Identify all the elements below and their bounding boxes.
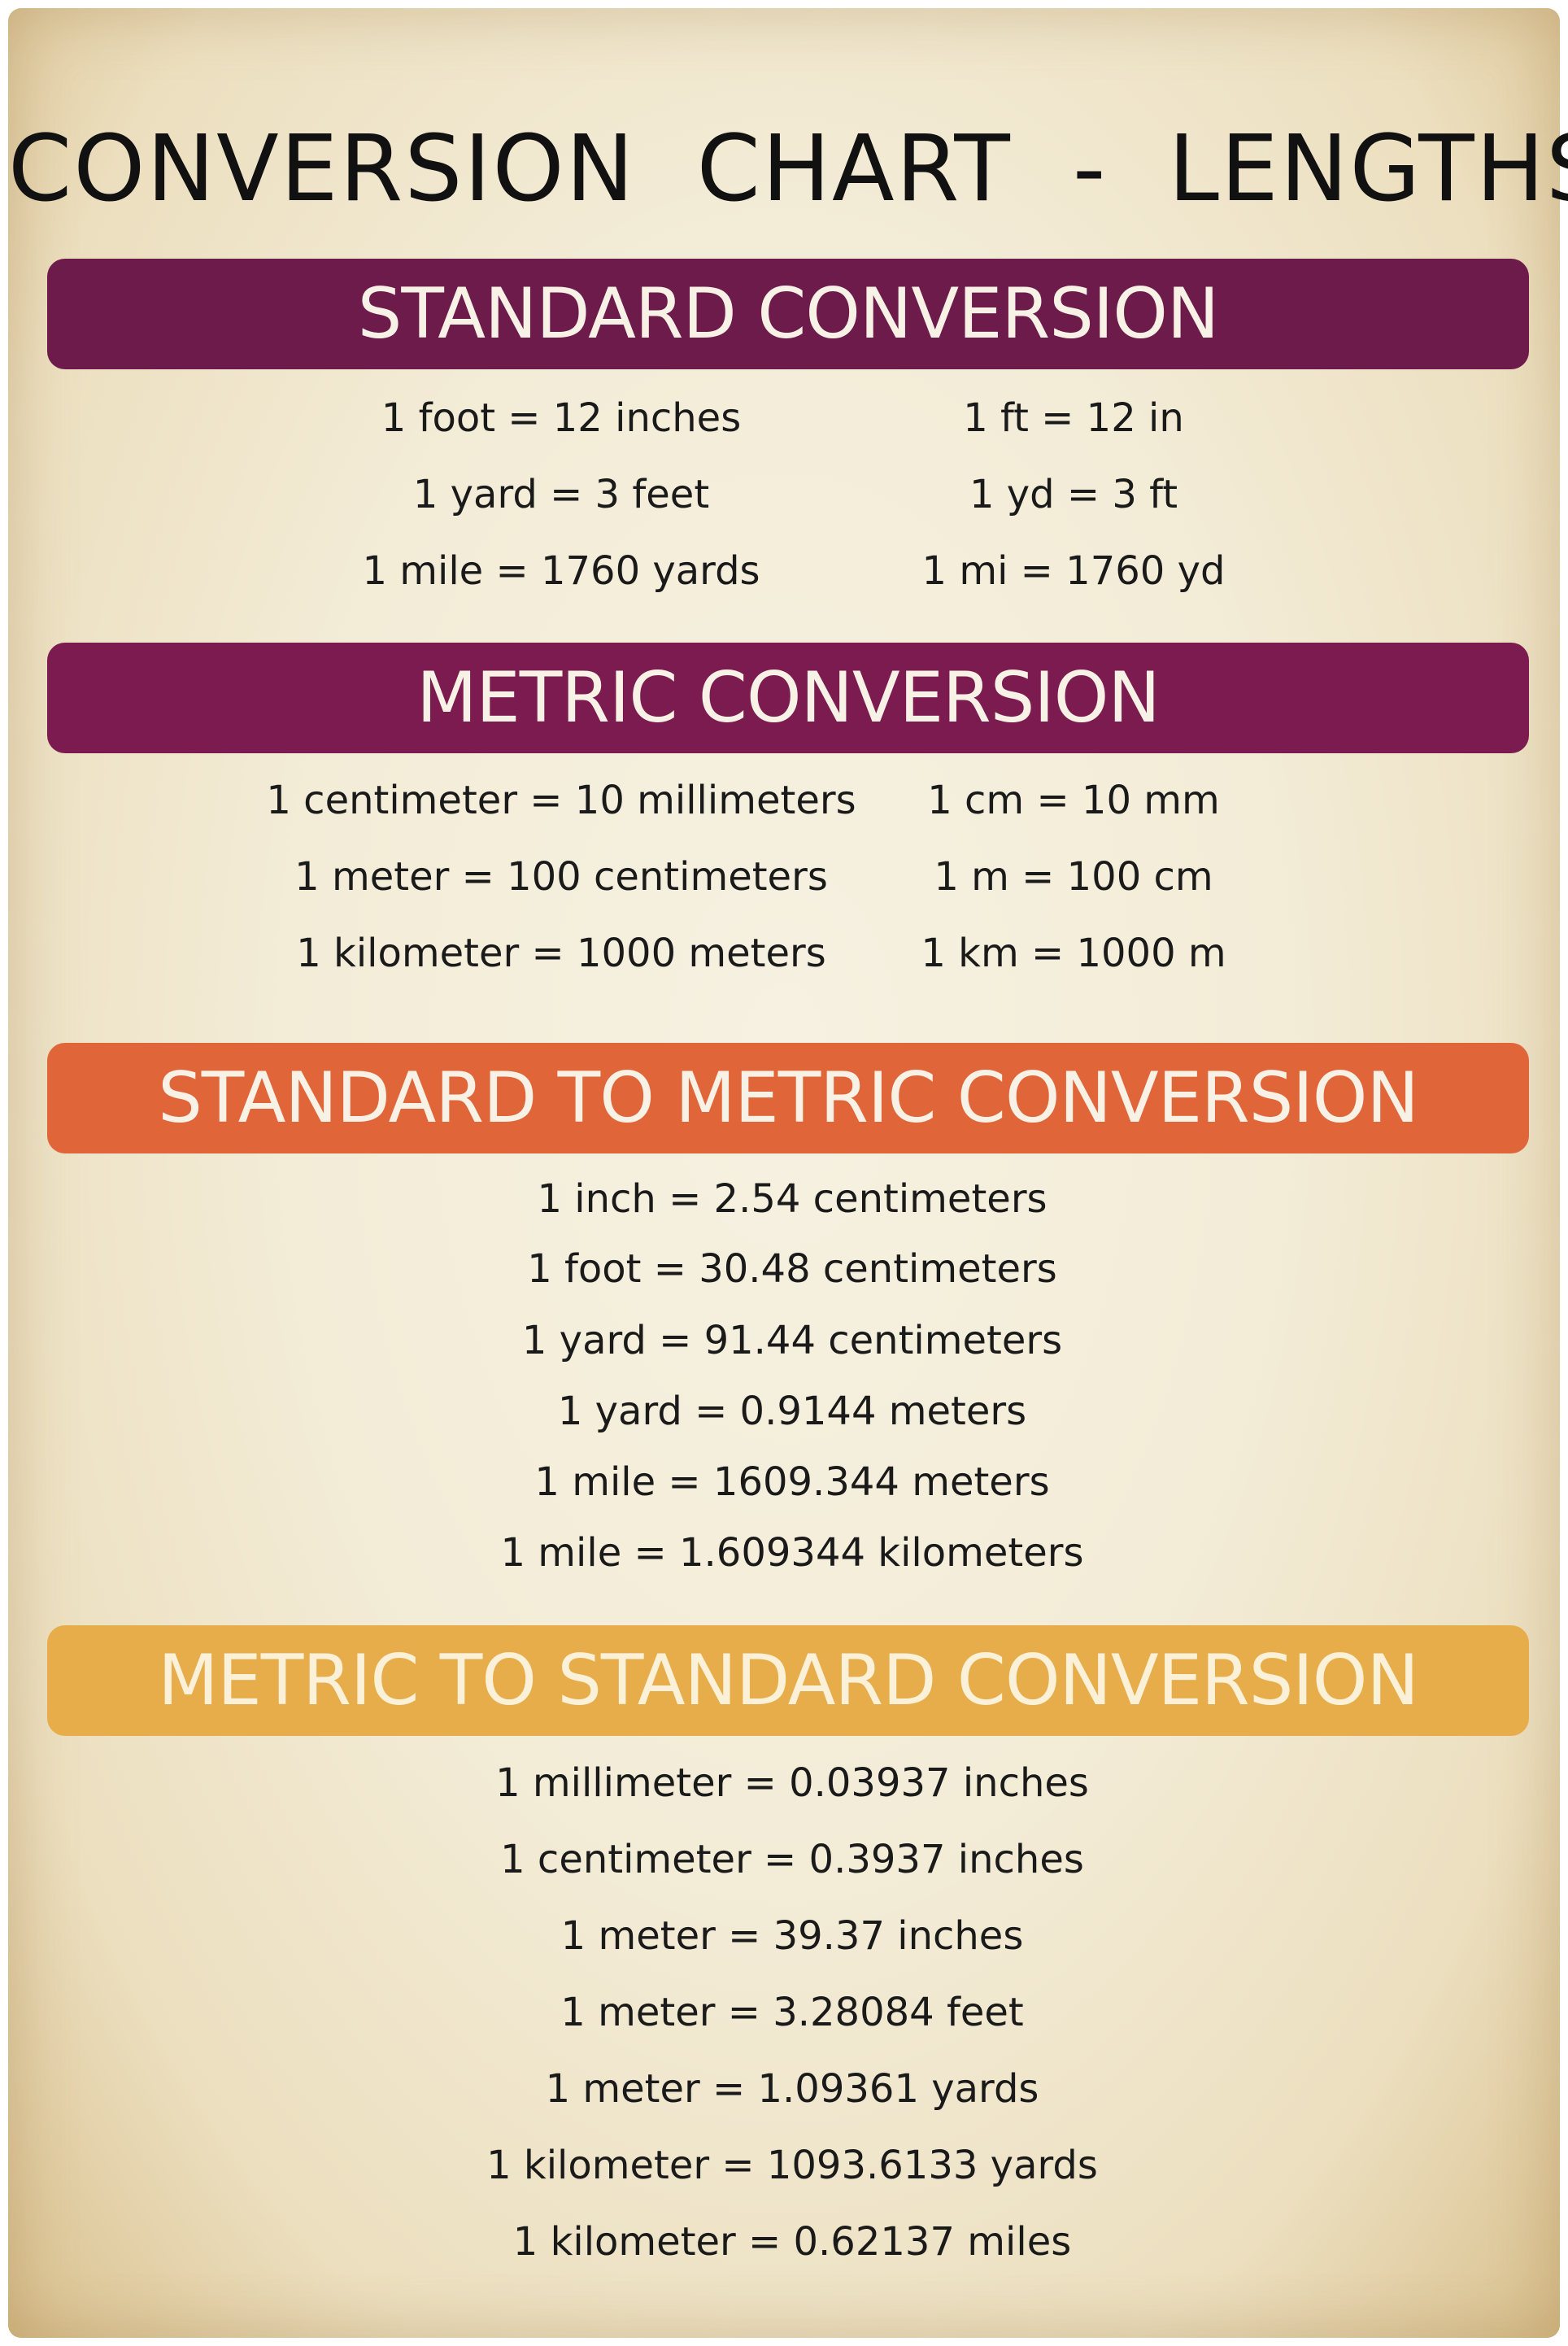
- metric-row-long: 1 meter = 100 centimeters: [294, 854, 828, 900]
- standard-to-metric-row: 1 mile = 1.609344 kilometers: [500, 1530, 1084, 1576]
- standard-row-short: 1 ft = 12 in: [963, 395, 1184, 441]
- standard-row-short: 1 yd = 3 ft: [969, 472, 1178, 517]
- metric-to-standard-row: 1 centimeter = 0.3937 inches: [500, 1837, 1084, 1882]
- metric-conversion-heading: METRIC CONVERSION: [47, 643, 1529, 753]
- standard-to-metric-row: 1 yard = 0.9144 meters: [557, 1389, 1027, 1434]
- metric-to-standard-row: 1 meter = 39.37 inches: [560, 1913, 1024, 1959]
- metric-to-standard-row: 1 kilometer = 1093.6133 yards: [486, 2143, 1098, 2188]
- metric-row-short: 1 m = 100 cm: [934, 854, 1213, 900]
- standard-to-metric-row: 1 foot = 30.48 centimeters: [527, 1246, 1057, 1292]
- conversion-chart-poster: CONVERSION CHART - LENGTHS STANDARD CONV…: [8, 8, 1568, 2338]
- standard-conversion-heading: STANDARD CONVERSION: [47, 259, 1529, 369]
- standard-to-metric-heading: STANDARD TO METRIC CONVERSION: [47, 1043, 1529, 1153]
- metric-row-short: 1 cm = 10 mm: [927, 778, 1220, 823]
- metric-to-standard-row: 1 millimeter = 0.03937 inches: [495, 1760, 1089, 1806]
- standard-to-metric-row: 1 mile = 1609.344 meters: [534, 1459, 1050, 1505]
- standard-row-long: 1 mile = 1760 yards: [362, 548, 760, 594]
- standard-row-long: 1 foot = 12 inches: [381, 395, 742, 441]
- metric-to-standard-row: 1 kilometer = 0.62137 miles: [512, 2219, 1072, 2265]
- standard-to-metric-row: 1 yard = 91.44 centimeters: [521, 1318, 1063, 1363]
- metric-to-standard-row: 1 meter = 3.28084 feet: [560, 1990, 1024, 2035]
- standard-to-metric-row: 1 inch = 2.54 centimeters: [537, 1176, 1048, 1222]
- standard-row-long: 1 yard = 3 feet: [412, 472, 710, 517]
- metric-row-long: 1 centimeter = 10 millimeters: [266, 778, 856, 823]
- metric-to-standard-row: 1 meter = 1.09361 yards: [545, 2066, 1039, 2112]
- metric-row-short: 1 km = 1000 m: [921, 931, 1226, 976]
- metric-to-standard-heading: METRIC TO STANDARD CONVERSION: [47, 1625, 1529, 1736]
- standard-row-short: 1 mi = 1760 yd: [921, 548, 1226, 594]
- metric-row-long: 1 kilometer = 1000 meters: [296, 931, 826, 976]
- page-title: CONVERSION CHART - LENGTHS: [8, 116, 1568, 222]
